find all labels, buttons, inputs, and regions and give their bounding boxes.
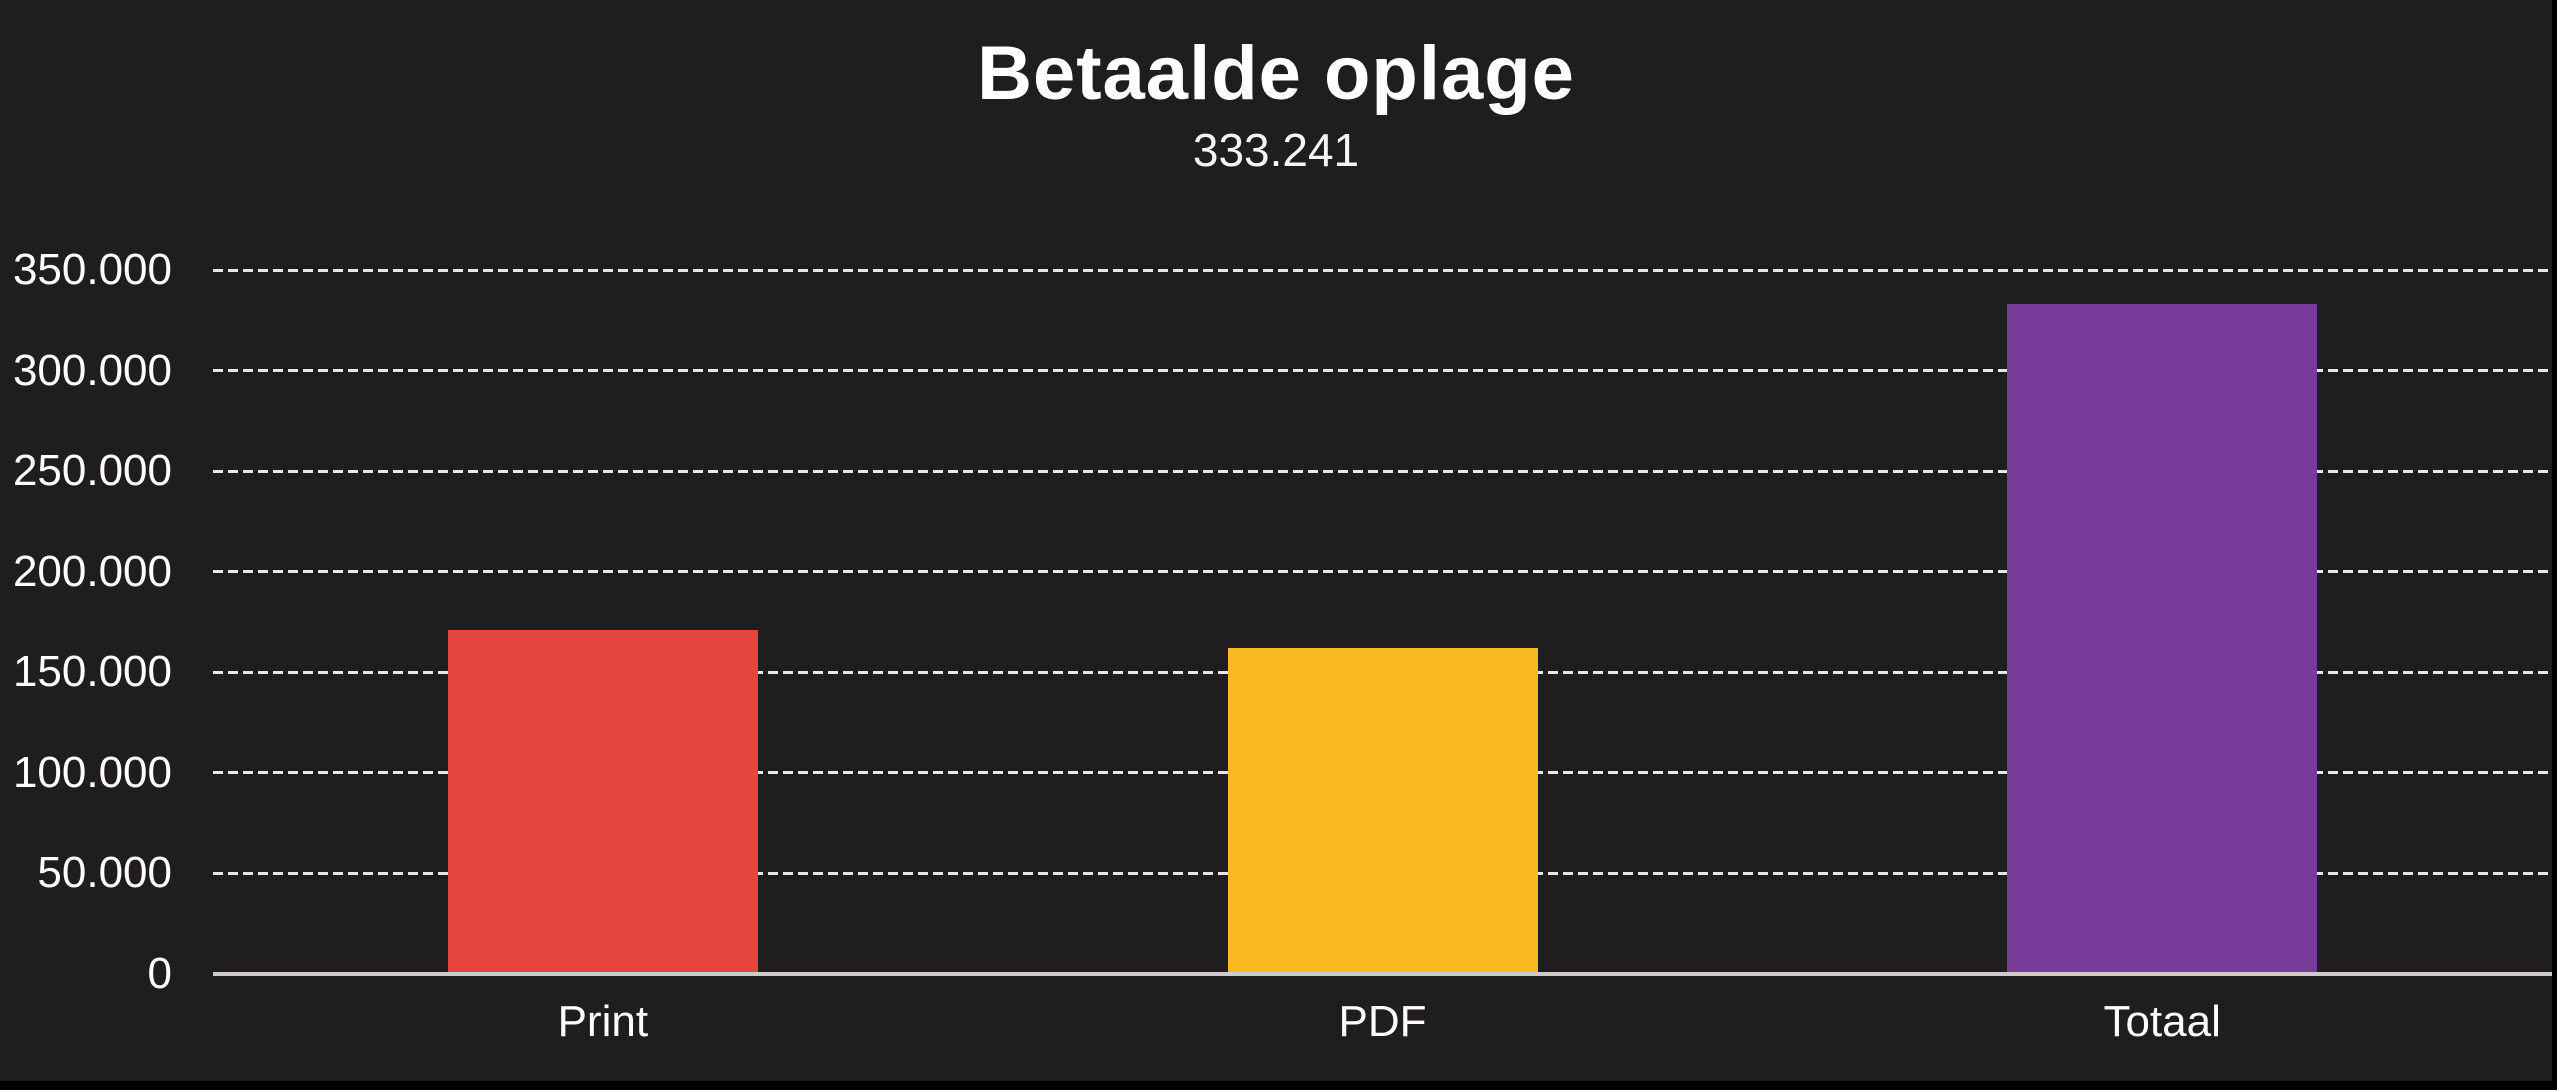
chart-title: Betaalde oplage: [977, 31, 1575, 116]
gridline-350.000: [213, 268, 2552, 272]
chart-subtitle: 333.241: [1192, 124, 1360, 176]
y-tick-label-200.000: 200.000: [12, 546, 172, 596]
bar-totaal[interactable]: [2007, 303, 2318, 974]
y-tick-label-0: 0: [147, 949, 172, 998]
bar-print[interactable]: [447, 630, 758, 974]
x-tick-label-pdf: PDF: [1338, 997, 1427, 1046]
y-tick-label-350.000: 350.000: [12, 245, 172, 294]
bar-pdf[interactable]: [1227, 648, 1538, 974]
y-tick-label-300.000: 300.000: [12, 345, 172, 395]
x-axis: Print PDF Totaal: [213, 996, 2552, 1056]
y-tick-label-100.000: 100.000: [12, 747, 172, 797]
x-axis-baseline: [213, 972, 2552, 976]
gridline-200.000: [213, 570, 2552, 574]
y-tick-label-150.000: 150.000: [12, 647, 172, 697]
x-tick-label-totaal: Totaal: [2103, 997, 2221, 1046]
y-tick-label-50.000: 50.000: [37, 848, 172, 898]
plot-area: [213, 268, 2552, 976]
gridline-250.000: [213, 469, 2552, 473]
x-tick-label-print: Print: [557, 997, 649, 1046]
y-axis: 0 50.000 100.000 150.000 200.000 250.000 300.0…: [0, 248, 172, 996]
y-tick-label-250.000: 250.000: [12, 446, 172, 496]
gridline-300.000: [213, 369, 2552, 373]
